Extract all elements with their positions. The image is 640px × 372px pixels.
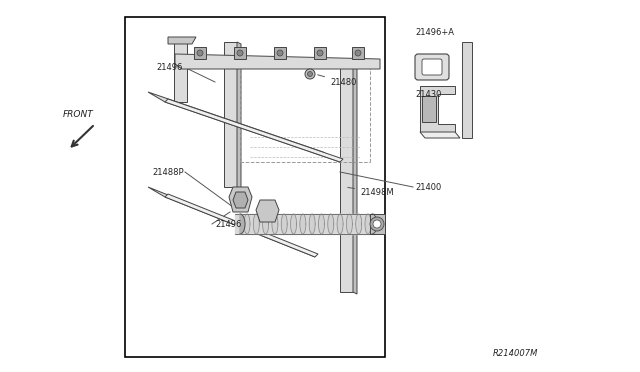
Polygon shape (420, 132, 460, 138)
Polygon shape (462, 42, 472, 138)
Polygon shape (422, 96, 436, 122)
Polygon shape (233, 192, 248, 208)
Circle shape (197, 50, 203, 56)
Polygon shape (165, 194, 318, 257)
Polygon shape (346, 214, 353, 234)
Polygon shape (337, 214, 343, 234)
Polygon shape (175, 54, 380, 69)
Circle shape (305, 69, 315, 79)
Circle shape (317, 50, 323, 56)
Text: FRONT: FRONT (63, 109, 93, 119)
Polygon shape (352, 47, 364, 59)
Polygon shape (194, 47, 206, 59)
Text: 21488P: 21488P (152, 167, 184, 176)
Polygon shape (272, 214, 278, 234)
Polygon shape (229, 187, 252, 212)
Circle shape (277, 50, 283, 56)
Circle shape (237, 50, 243, 56)
Polygon shape (300, 214, 306, 234)
Text: 21496: 21496 (157, 62, 183, 71)
Polygon shape (224, 42, 237, 187)
FancyBboxPatch shape (415, 54, 449, 80)
Polygon shape (353, 62, 357, 294)
Text: 21496: 21496 (215, 219, 241, 228)
Text: 21498M: 21498M (348, 187, 394, 196)
Circle shape (307, 71, 312, 77)
Polygon shape (314, 47, 326, 59)
Polygon shape (244, 214, 250, 234)
Polygon shape (253, 214, 259, 234)
Polygon shape (356, 214, 362, 234)
Polygon shape (240, 214, 245, 234)
Polygon shape (309, 214, 315, 234)
Polygon shape (291, 214, 296, 234)
Polygon shape (340, 62, 353, 292)
Polygon shape (365, 214, 371, 234)
Polygon shape (256, 200, 279, 222)
Polygon shape (174, 42, 187, 102)
Circle shape (370, 217, 384, 231)
Polygon shape (148, 92, 340, 162)
Polygon shape (319, 214, 324, 234)
Text: 21430: 21430 (415, 90, 442, 99)
Polygon shape (372, 214, 377, 234)
Bar (125, 17, 385, 357)
Polygon shape (281, 214, 287, 234)
Polygon shape (420, 86, 455, 132)
FancyBboxPatch shape (422, 59, 442, 75)
Polygon shape (262, 214, 269, 234)
Polygon shape (148, 187, 315, 257)
Polygon shape (237, 42, 241, 189)
Polygon shape (165, 99, 343, 162)
Circle shape (373, 220, 381, 228)
Polygon shape (168, 37, 196, 44)
Circle shape (355, 50, 361, 56)
Text: R214007M: R214007M (493, 350, 538, 359)
Text: 21480: 21480 (317, 75, 356, 87)
Text: 21496+A: 21496+A (415, 28, 454, 36)
Text: 21400: 21400 (415, 183, 441, 192)
Polygon shape (328, 214, 334, 234)
Polygon shape (274, 47, 286, 59)
Polygon shape (234, 47, 246, 59)
Polygon shape (370, 214, 385, 234)
